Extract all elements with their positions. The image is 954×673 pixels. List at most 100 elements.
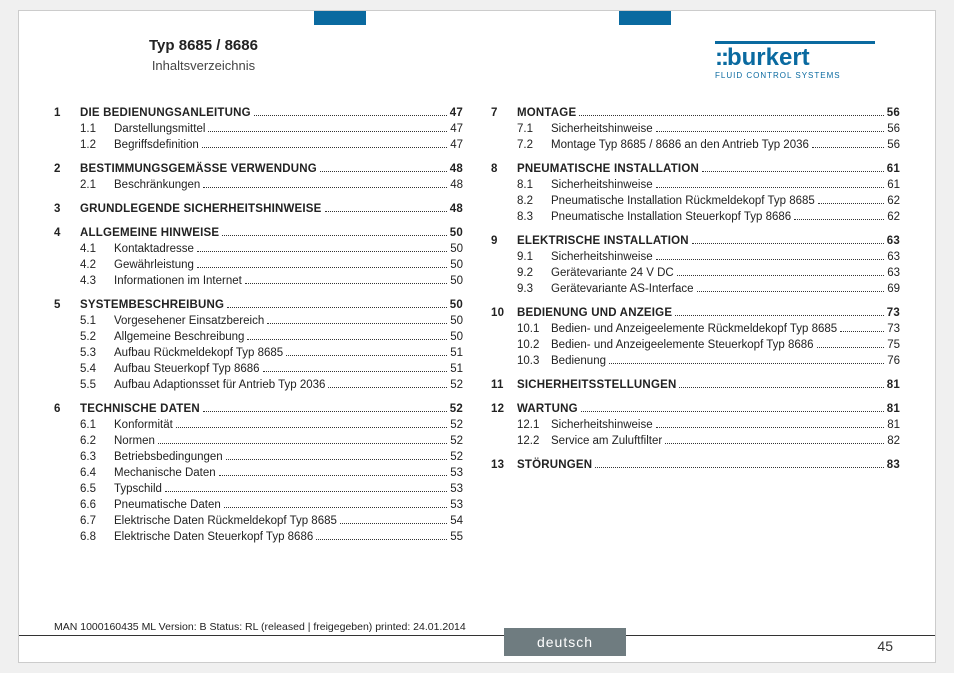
toc-section-name: GRUNDLEGENDE SICHERHEITSHINWEISE bbox=[80, 203, 322, 215]
toc-subsection: 6.2Normen52 bbox=[54, 435, 463, 447]
toc-subsection-name: Sicherheitshinweise bbox=[551, 251, 653, 263]
toc-subsection: 12.2Service am Zuluftfilter82 bbox=[491, 435, 900, 447]
toc-subsection-number: 2.1 bbox=[80, 179, 114, 191]
toc-section-title: 8PNEUMATISCHE INSTALLATION61 bbox=[491, 163, 900, 175]
toc-section-number: 3 bbox=[54, 203, 80, 215]
toc-subsection-number: 5.4 bbox=[80, 363, 114, 375]
toc-section-number: 6 bbox=[54, 403, 80, 415]
toc-section-page: 47 bbox=[450, 107, 463, 119]
toc-section-title: 12WARTUNG81 bbox=[491, 403, 900, 415]
toc-section-number: 9 bbox=[491, 235, 517, 247]
toc-subsection: 9.2Gerätevariante 24 V DC63 bbox=[491, 267, 900, 279]
toc-section-page: 81 bbox=[887, 379, 900, 391]
toc-section: 12WARTUNG8112.1Sicherheitshinweise8112.2… bbox=[491, 403, 900, 447]
toc-subsection-page: 63 bbox=[887, 267, 900, 279]
toc-subsection-number: 7.2 bbox=[517, 139, 551, 151]
footer-divider bbox=[19, 635, 935, 637]
toc-section-title: 10BEDIENUNG UND ANZEIGE73 bbox=[491, 307, 900, 319]
toc-subsection-name: Darstellungsmittel bbox=[114, 123, 205, 135]
toc-leader bbox=[677, 275, 884, 276]
toc-subsection-page: 52 bbox=[450, 451, 463, 463]
subtitle: Inhaltsverzeichnis bbox=[149, 58, 258, 73]
toc-section-number: 1 bbox=[54, 107, 80, 119]
toc-subsection-name: Pneumatische Installation Rückmeldekopf … bbox=[551, 195, 815, 207]
toc-section-number: 12 bbox=[491, 403, 517, 415]
toc-leader bbox=[656, 187, 885, 188]
toc-subsection: 7.2Montage Typ 8685 / 8686 an den Antrie… bbox=[491, 139, 900, 151]
toc-leader bbox=[328, 387, 447, 388]
toc-subsection-name: Normen bbox=[114, 435, 155, 447]
toc-leader bbox=[197, 251, 447, 252]
toc-leader bbox=[267, 323, 447, 324]
toc-subsection-name: Bedien- und Anzeigeelemente Steuerkopf T… bbox=[551, 339, 814, 351]
toc-section-number: 7 bbox=[491, 107, 517, 119]
toc-leader bbox=[219, 475, 448, 476]
toc-subsection-page: 54 bbox=[450, 515, 463, 527]
toc-leader bbox=[692, 243, 884, 244]
toc-leader bbox=[702, 171, 884, 172]
toc-subsection: 9.1Sicherheitshinweise63 bbox=[491, 251, 900, 263]
toc-subsection-name: Elektrische Daten Rückmeldekopf Typ 8685 bbox=[114, 515, 337, 527]
toc-subsection: 9.3Gerätevariante AS-Interface69 bbox=[491, 283, 900, 295]
toc-leader bbox=[817, 347, 885, 348]
toc-subsection-name: Sicherheitshinweise bbox=[551, 419, 653, 431]
toc-leader bbox=[226, 459, 448, 460]
toc-subsection-page: 50 bbox=[450, 315, 463, 327]
toc-left-column: 1DIE BEDIENUNGSANLEITUNG471.1Darstellung… bbox=[54, 107, 463, 614]
toc-subsection-name: Sicherheitshinweise bbox=[551, 179, 653, 191]
toc-subsection-number: 6.8 bbox=[80, 531, 114, 543]
toc-subsection-name: Aufbau Adaptionsset für Antrieb Typ 2036 bbox=[114, 379, 325, 391]
toc-section-name: SICHERHEITSSTELLUNGEN bbox=[517, 379, 676, 391]
toc-subsection-page: 52 bbox=[450, 419, 463, 431]
toc-subsection-number: 10.3 bbox=[517, 355, 551, 367]
toc-subsection-page: 63 bbox=[887, 251, 900, 263]
toc-subsection-page: 61 bbox=[887, 179, 900, 191]
toc-subsection: 6.4Mechanische Daten53 bbox=[54, 467, 463, 479]
toc-subsection-page: 51 bbox=[450, 363, 463, 375]
toc-subsection-number: 1.2 bbox=[80, 139, 114, 151]
toc-subsection-page: 53 bbox=[450, 499, 463, 511]
toc-leader bbox=[579, 115, 883, 116]
toc-subsection-page: 53 bbox=[450, 483, 463, 495]
toc-leader bbox=[656, 131, 885, 132]
toc-subsection: 2.1Beschränkungen48 bbox=[54, 179, 463, 191]
toc-section-name: STÖRUNGEN bbox=[517, 459, 592, 471]
toc-subsection-page: 56 bbox=[887, 123, 900, 135]
toc-section-page: 50 bbox=[450, 299, 463, 311]
toc-leader bbox=[316, 539, 447, 540]
toc-subsection-number: 12.1 bbox=[517, 419, 551, 431]
toc-leader bbox=[818, 203, 884, 204]
toc-subsection: 6.1Konformität52 bbox=[54, 419, 463, 431]
toc-section-number: 2 bbox=[54, 163, 80, 175]
toc-subsection-name: Sicherheitshinweise bbox=[551, 123, 653, 135]
toc-section-title: 7MONTAGE56 bbox=[491, 107, 900, 119]
toc-subsection-name: Bedienung bbox=[551, 355, 606, 367]
toc-section: 6TECHNISCHE DATEN526.1Konformität526.2No… bbox=[54, 403, 463, 543]
toc-subsection-page: 69 bbox=[887, 283, 900, 295]
toc-subsection: 1.1Darstellungsmittel47 bbox=[54, 123, 463, 135]
toc-subsection: 8.3Pneumatische Installation Steuerkopf … bbox=[491, 211, 900, 223]
toc-subsection: 5.5Aufbau Adaptionsset für Antrieb Typ 2… bbox=[54, 379, 463, 391]
toc-section: 4ALLGEMEINE HINWEISE504.1Kontaktadresse5… bbox=[54, 227, 463, 287]
toc-section-page: 56 bbox=[887, 107, 900, 119]
toc-section: 7MONTAGE567.1Sicherheitshinweise567.2Mon… bbox=[491, 107, 900, 151]
toc-leader bbox=[254, 115, 447, 116]
toc-subsection-name: Vorgesehener Einsatzbereich bbox=[114, 315, 264, 327]
toc-section-title: 4ALLGEMEINE HINWEISE50 bbox=[54, 227, 463, 239]
accent-tab-right bbox=[619, 11, 671, 25]
toc-subsection: 6.6Pneumatische Daten53 bbox=[54, 499, 463, 511]
toc-subsection: 6.7Elektrische Daten Rückmeldekopf Typ 8… bbox=[54, 515, 463, 527]
toc-subsection-name: Aufbau Rückmeldekopf Typ 8685 bbox=[114, 347, 283, 359]
toc-section-page: 83 bbox=[887, 459, 900, 471]
toc-section-page: 52 bbox=[450, 403, 463, 415]
toc-leader bbox=[812, 147, 884, 148]
toc-section-name: TECHNISCHE DATEN bbox=[80, 403, 200, 415]
toc-subsection-number: 4.1 bbox=[80, 243, 114, 255]
toc-leader bbox=[581, 411, 884, 412]
toc-subsection-number: 12.2 bbox=[517, 435, 551, 447]
toc-section-number: 8 bbox=[491, 163, 517, 175]
toc-subsection: 10.1Bedien- und Anzeigeelemente Rückmeld… bbox=[491, 323, 900, 335]
toc-leader bbox=[320, 171, 447, 172]
page-number: 45 bbox=[877, 638, 893, 654]
toc-subsection-number: 6.5 bbox=[80, 483, 114, 495]
